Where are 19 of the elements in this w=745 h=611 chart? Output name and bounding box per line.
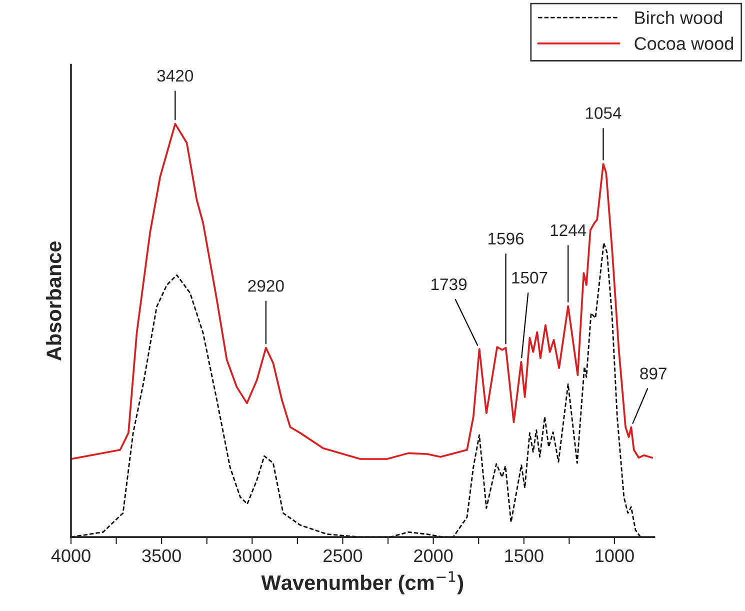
annotation: 1739: [432, 278, 467, 290]
x-axis-title: Wavenumber (cm$^{−1}$): [261, 571, 464, 594]
annotation: 1507: [512, 272, 548, 284]
x-tick-label: 4000: [51, 549, 90, 562]
x-tick-label: 2500: [324, 549, 362, 562]
legend-label: Birch wood: [635, 10, 722, 24]
x-tick-label: 2000: [414, 549, 453, 562]
annotation: 3420: [157, 70, 194, 82]
annotation: 2920: [248, 280, 284, 292]
annotation: 1244: [550, 224, 586, 236]
legend-label: Cocoa wood: [634, 36, 734, 50]
x-tick-label: 3500: [142, 549, 181, 562]
y-axis-title: Absorbance: [46, 241, 62, 361]
x-tick-label: 3000: [232, 549, 272, 562]
annotation: 897: [640, 368, 666, 380]
annotation: 1054: [586, 107, 622, 119]
annotation: 1596: [488, 232, 524, 245]
x-tick-label: 1500: [505, 549, 544, 562]
x-tick-label: 1000: [596, 549, 634, 562]
